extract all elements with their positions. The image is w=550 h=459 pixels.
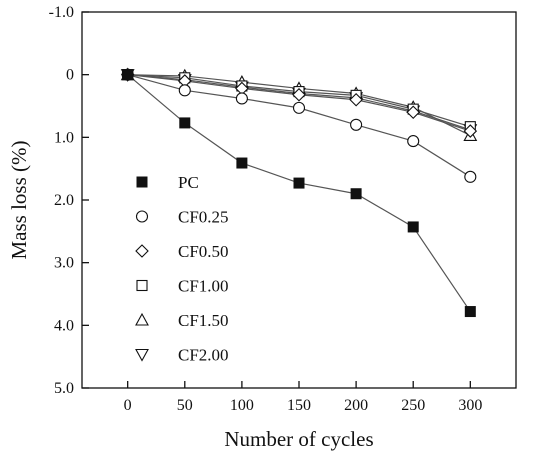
legend-label-cf2-00: CF2.00 <box>178 346 229 365</box>
legend-label-cf1-00: CF1.00 <box>178 277 229 296</box>
legend-label-cf1-50: CF1.50 <box>178 311 229 330</box>
y-tick-label: 5.0 <box>54 380 74 397</box>
y-tick-label: 2.0 <box>54 192 74 209</box>
data-point-pc <box>407 221 419 233</box>
series-markers <box>120 67 478 318</box>
x-tick-label: 250 <box>401 397 425 414</box>
data-point-cf0-25 <box>235 92 248 105</box>
legend-marker-cf2-00 <box>135 348 149 362</box>
data-point-cf0-50 <box>463 124 478 138</box>
data-point-cf0-25 <box>350 118 363 131</box>
plot-frame <box>81 11 517 389</box>
legend-label-cf0-50: CF0.50 <box>178 242 229 261</box>
legend-marker-cf1-50 <box>135 312 149 326</box>
data-point-cf0-50 <box>349 92 363 107</box>
legend-marker-pc <box>136 176 148 188</box>
legend-marker-cf1-00 <box>136 279 148 292</box>
data-point-pc <box>350 188 362 200</box>
y-axis-title: Mass loss (%) <box>7 140 31 259</box>
legend: PC CF0.25 CF0.50 CF1.00 CF1.50 CF2.00 <box>135 173 229 365</box>
x-tick-label: 150 <box>287 397 311 414</box>
data-point-cf0-50 <box>406 105 420 120</box>
legend-label-pc: PC <box>178 173 199 192</box>
legend-label-cf0-25: CF0.25 <box>178 208 229 227</box>
y-tick-label: -1.0 <box>49 4 74 21</box>
x-tick-label: 300 <box>458 397 482 414</box>
y-tick-label: 3.0 <box>54 255 74 272</box>
x-axis-title: Number of cycles <box>224 427 373 451</box>
y-axis-ticks: -1.0 0 1.0 2.0 3.0 4.0 5.0 <box>49 4 89 397</box>
x-axis-ticks: 0 50 100 150 200 250 300 <box>124 381 482 414</box>
data-point-cf0-25 <box>178 84 191 97</box>
data-point-pc <box>293 177 305 189</box>
data-point-pc <box>122 69 134 81</box>
data-point-pc <box>236 157 248 169</box>
data-point-cf0-50 <box>292 87 306 102</box>
data-point-cf0-25 <box>464 170 477 183</box>
x-tick-label: 50 <box>177 397 193 414</box>
y-tick-label: 1.0 <box>54 129 74 146</box>
y-tick-label: 0 <box>66 67 74 84</box>
legend-marker-cf0-25 <box>135 210 149 223</box>
data-point-pc <box>179 117 191 129</box>
legend-marker-cf0-50 <box>135 244 149 258</box>
x-tick-label: 200 <box>344 397 368 414</box>
data-point-cf0-25 <box>407 135 420 148</box>
x-tick-label: 100 <box>230 397 254 414</box>
data-point-cf0-25 <box>292 101 306 114</box>
x-tick-label: 0 <box>124 397 132 414</box>
y-tick-label: 4.0 <box>54 317 74 334</box>
data-point-pc <box>464 306 476 318</box>
